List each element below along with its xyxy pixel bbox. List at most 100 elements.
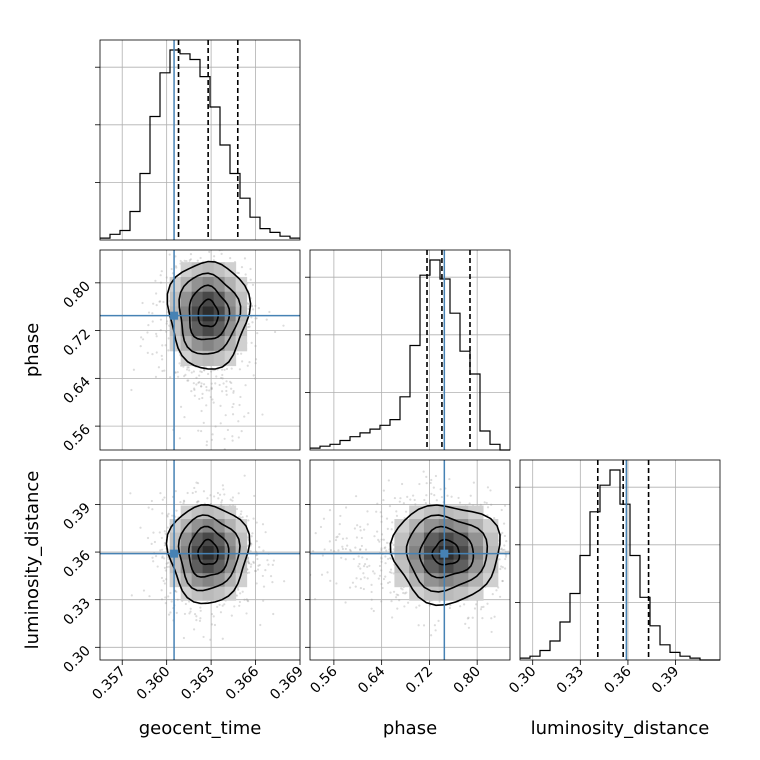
sample-point xyxy=(283,580,286,583)
sample-point xyxy=(220,220,222,222)
sample-point xyxy=(390,528,393,531)
sample-point xyxy=(179,259,182,263)
sample-point xyxy=(219,422,222,425)
sample-point xyxy=(386,557,390,560)
sample-point xyxy=(490,503,493,506)
sample-point xyxy=(188,259,191,262)
sample-point xyxy=(254,377,257,380)
sample-point xyxy=(425,494,428,497)
sample-point xyxy=(209,494,212,497)
sample-point xyxy=(247,302,250,306)
sample-point xyxy=(186,491,189,495)
sample-point xyxy=(159,318,163,321)
sample-point xyxy=(243,598,246,601)
sample-point xyxy=(363,576,366,579)
sample-point xyxy=(255,521,258,524)
sample-point xyxy=(151,556,154,559)
sample-point xyxy=(380,548,383,552)
sample-point xyxy=(385,517,389,520)
sample-point xyxy=(237,436,240,439)
sample-point xyxy=(440,495,443,499)
sample-point xyxy=(504,557,507,561)
sample-point xyxy=(388,505,392,508)
sample-point xyxy=(481,617,484,620)
sample-point xyxy=(385,549,388,552)
x-axis-label-luminosity_distance: luminosity_distance xyxy=(531,718,710,739)
panel-frame xyxy=(99,39,301,241)
sample-point xyxy=(164,596,167,599)
sample-point xyxy=(152,560,155,563)
sample-point xyxy=(394,596,398,599)
sample-point xyxy=(249,550,252,553)
sample-point xyxy=(189,258,193,261)
density-cell xyxy=(235,532,248,547)
sample-point xyxy=(515,537,517,539)
sample-point xyxy=(482,605,485,608)
x-tick-label: 0.56 xyxy=(307,663,340,696)
sample-point xyxy=(247,411,250,415)
sample-point xyxy=(490,617,493,620)
sample-point xyxy=(222,382,225,385)
sample-point xyxy=(389,568,393,571)
density-cell xyxy=(180,586,193,601)
density-cell xyxy=(180,350,193,367)
sample-point xyxy=(256,568,260,571)
density-cell xyxy=(224,559,237,574)
sample-point xyxy=(174,371,177,374)
sample-point xyxy=(210,438,213,441)
density-cell xyxy=(202,306,215,322)
sample-point xyxy=(398,599,401,602)
sample-point xyxy=(223,493,226,496)
sample-point xyxy=(503,548,506,551)
sample-point xyxy=(311,550,315,553)
sample-point xyxy=(211,433,214,436)
sample-point xyxy=(392,590,396,593)
density-cell xyxy=(213,276,226,293)
sample-point xyxy=(411,494,415,497)
density-layer xyxy=(129,474,286,641)
sample-point xyxy=(271,581,274,584)
sample-point xyxy=(161,358,164,361)
sample-point xyxy=(190,248,192,250)
sample-point xyxy=(380,520,383,523)
sample-point xyxy=(195,501,199,504)
sample-point xyxy=(170,267,173,271)
sample-point xyxy=(473,607,477,610)
sample-point xyxy=(262,599,265,602)
sample-point xyxy=(249,565,252,568)
sample-point xyxy=(154,554,158,558)
density-cell xyxy=(169,519,182,534)
sample-point xyxy=(498,558,501,561)
density-cell xyxy=(453,586,469,601)
sample-point xyxy=(224,414,227,417)
sample-point xyxy=(213,489,215,491)
sample-point xyxy=(223,368,226,371)
sample-point xyxy=(357,565,360,568)
sample-point xyxy=(195,481,198,484)
truth-marker xyxy=(440,549,449,558)
density-cell xyxy=(224,276,237,293)
x-tick-label: 0.363 xyxy=(178,664,218,704)
sample-point xyxy=(388,580,391,584)
density-cell xyxy=(180,291,193,307)
sample-point xyxy=(525,552,527,554)
sample-point xyxy=(269,574,273,578)
sample-point xyxy=(156,565,159,568)
sample-point xyxy=(500,548,503,551)
sample-point xyxy=(202,383,206,386)
sample-point xyxy=(264,531,267,534)
sample-point xyxy=(197,429,200,432)
sample-point xyxy=(247,325,250,329)
sample-point xyxy=(432,486,435,489)
sample-point xyxy=(183,416,186,419)
sample-point xyxy=(147,323,150,327)
sample-point xyxy=(147,506,150,509)
sample-point xyxy=(405,591,408,594)
sample-point xyxy=(196,232,198,234)
sample-point xyxy=(171,513,173,515)
sample-point xyxy=(221,390,224,393)
density-cell xyxy=(180,532,193,547)
hist-panel-phase xyxy=(305,249,511,451)
x-axis-label-geocent_time: geocent_time xyxy=(139,718,262,739)
sample-point xyxy=(217,235,219,237)
